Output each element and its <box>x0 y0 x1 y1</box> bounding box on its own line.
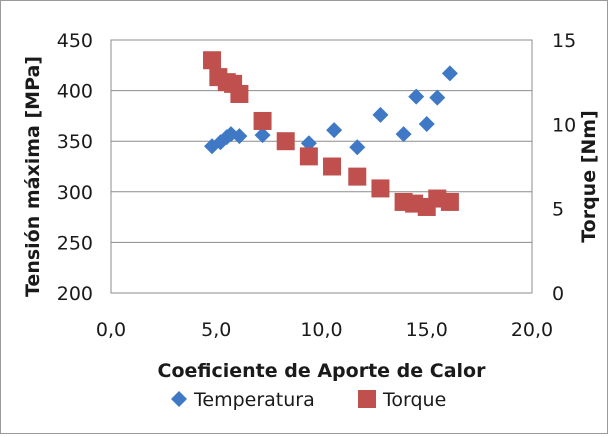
torque-point <box>299 147 318 166</box>
y-right-tick-labels: 0 5 10 15 <box>552 30 576 305</box>
legend-torque-marker <box>358 390 376 408</box>
gridlines <box>111 39 532 294</box>
x-tick-labels: 0,0 5,0 10,0 15,0 20,0 <box>96 319 553 341</box>
temperatura-point <box>408 88 425 105</box>
x-tick-label: 5,0 <box>201 319 231 341</box>
x-tick-label: 15,0 <box>406 319 448 341</box>
y-right-tick-label: 15 <box>552 30 576 52</box>
y-left-tick-label: 300 <box>57 182 93 204</box>
temperatura-point <box>254 127 271 144</box>
temperatura-point <box>349 139 366 156</box>
torque-point <box>440 192 459 211</box>
plot-border <box>110 39 533 294</box>
x-axis-title: Coeficiente de Aporte de Calor <box>158 360 487 382</box>
x-tick-label: 10,0 <box>300 319 342 341</box>
y-left-tick-label: 250 <box>57 232 93 254</box>
temperatura-point <box>429 89 446 106</box>
legend-temperatura-label: Temperatura <box>193 389 315 411</box>
y-left-axis-title: Tensión máxima [MPa] <box>22 56 44 297</box>
torque-point <box>348 167 367 186</box>
temperatura-point <box>300 135 317 152</box>
y-left-tick-labels: 200 250 300 350 400 450 <box>57 30 93 305</box>
y-right-axis-title: Torque [Nm] <box>578 110 600 243</box>
data-points <box>203 51 459 216</box>
temperatura-point <box>395 126 412 143</box>
torque-point <box>323 157 342 176</box>
temperatura-point <box>441 65 458 82</box>
torque-point <box>203 51 222 70</box>
temperatura-point <box>418 115 435 132</box>
torque-point <box>371 179 390 198</box>
torque-point <box>253 111 272 130</box>
temperatura-point <box>326 122 343 139</box>
legend-torque-label: Torque <box>382 389 446 411</box>
temperatura-point <box>231 128 248 145</box>
x-tick-label: 0,0 <box>96 319 126 341</box>
legend-temperatura-marker <box>171 391 187 407</box>
temperatura-point <box>372 106 389 123</box>
y-left-tick-label: 450 <box>57 30 93 52</box>
y-right-tick-label: 0 <box>552 283 564 305</box>
y-left-tick-label: 400 <box>57 81 93 103</box>
y-left-tick-label: 200 <box>57 283 93 305</box>
plot-area <box>110 39 533 294</box>
torque-point <box>230 84 249 103</box>
x-tick-label: 20,0 <box>511 319 553 341</box>
y-left-tick-label: 350 <box>57 131 93 153</box>
y-right-tick-label: 5 <box>552 199 564 221</box>
y-right-tick-label: 10 <box>552 114 576 136</box>
legend: Temperatura Torque <box>171 389 446 411</box>
torque-point <box>276 132 295 151</box>
